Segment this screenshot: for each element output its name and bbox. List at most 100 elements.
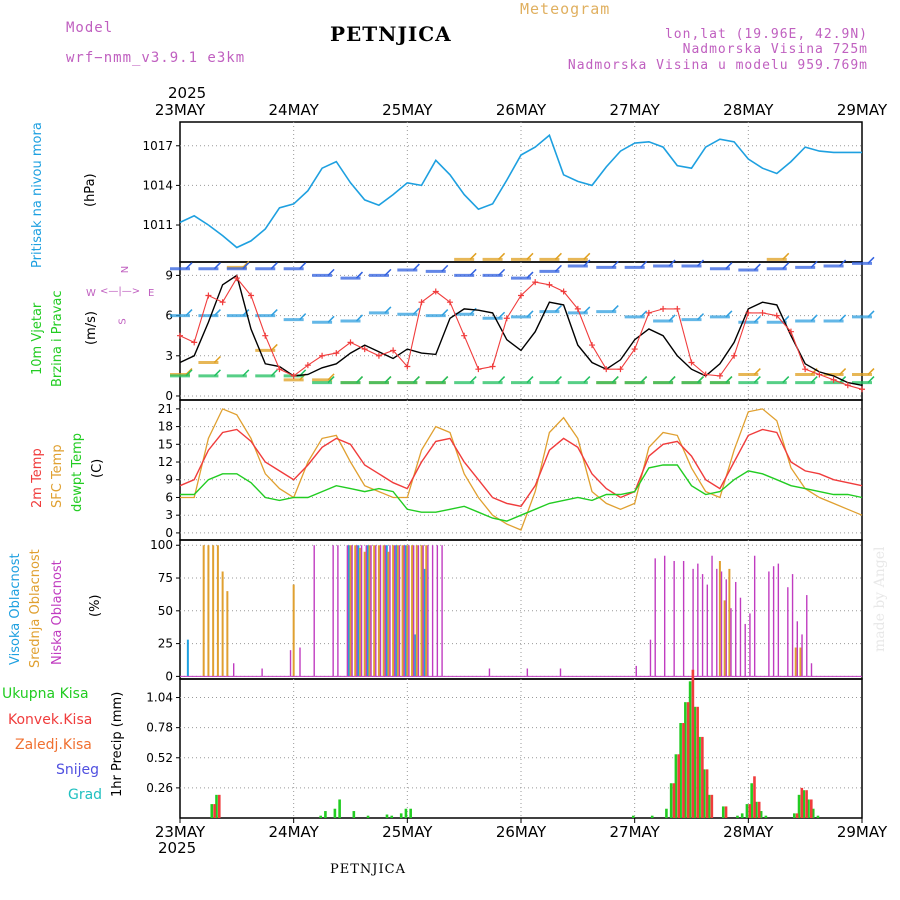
wind-vane-barb bbox=[213, 309, 221, 317]
wind-vane-barb bbox=[668, 376, 676, 384]
wind-vane-barb bbox=[554, 264, 562, 272]
wind-vane-barb bbox=[839, 368, 847, 376]
wind-vane-barb bbox=[810, 314, 818, 322]
pressure-ytick-label: 1017 bbox=[142, 139, 173, 153]
date-label-bottom: 28MAY bbox=[723, 823, 774, 841]
total-rain-bar bbox=[816, 815, 820, 818]
total-rain-bar bbox=[404, 808, 408, 818]
wind-vane-barb bbox=[640, 376, 648, 384]
wind-vane-barb bbox=[668, 314, 676, 322]
temp-ytick-label: 3 bbox=[165, 508, 173, 522]
wind-vane-barb bbox=[725, 310, 733, 318]
wind-gust-marker bbox=[390, 347, 397, 354]
total-rain-bar bbox=[385, 814, 389, 818]
wind-vane-barb bbox=[469, 376, 477, 384]
conv-rain-bar bbox=[805, 790, 808, 818]
wind-gust-marker bbox=[745, 309, 752, 316]
total-rain-bar bbox=[811, 808, 815, 818]
wind-vane-barb bbox=[782, 262, 790, 270]
wind-vane-barb bbox=[839, 314, 847, 322]
date-label-top: 27MAY bbox=[610, 101, 661, 119]
wind-vane-barb bbox=[299, 262, 307, 270]
total-rain-bar bbox=[390, 815, 394, 818]
wind-rose: N W <—|—> E S bbox=[86, 262, 156, 325]
wind-vane-barb bbox=[355, 271, 364, 279]
total-rain-bar bbox=[807, 799, 810, 818]
wind-rose-west: W bbox=[86, 288, 96, 299]
wind-vane-barb bbox=[441, 376, 449, 384]
wind-gust-marker bbox=[375, 352, 382, 359]
wind-gust-marker bbox=[674, 305, 681, 312]
total-rain-bar bbox=[707, 794, 711, 818]
cloud-ytick-label: 75 bbox=[158, 571, 173, 585]
wind-vane-barb bbox=[270, 262, 278, 270]
temp2m-line bbox=[179, 428, 863, 508]
temp-ytick-label: 6 bbox=[165, 490, 173, 504]
wind-vane-barb bbox=[469, 252, 477, 260]
wind-vane-barb bbox=[583, 306, 591, 314]
total-rain-bar bbox=[802, 790, 806, 818]
wind-vane-barb bbox=[867, 310, 875, 318]
wind-vane-barb bbox=[185, 262, 193, 270]
conv-rain-bar bbox=[682, 723, 685, 818]
wind-gust-marker bbox=[844, 382, 851, 389]
wind-gust-marker bbox=[688, 359, 695, 366]
wind-gust-marker bbox=[702, 371, 709, 378]
wind-vane-barb bbox=[441, 264, 449, 272]
wind-vane-barb bbox=[696, 376, 705, 384]
date-label-top: 23MAY bbox=[155, 101, 206, 119]
total-rain-bar bbox=[736, 815, 739, 818]
conv-rain-bar bbox=[691, 669, 695, 818]
conv-rain-bar bbox=[795, 813, 799, 818]
wind-vane-barb bbox=[327, 268, 335, 276]
conv-rain-bar bbox=[810, 799, 813, 818]
wind-vane-barb bbox=[867, 256, 875, 264]
wind-vane-barb bbox=[327, 373, 335, 381]
total-rain-bar bbox=[366, 815, 370, 818]
wind-gust-marker bbox=[489, 363, 496, 370]
total-rain-bar bbox=[750, 783, 753, 818]
wind-vane-barb bbox=[384, 376, 392, 384]
wind-vane-barb bbox=[469, 268, 477, 276]
total-rain-bar bbox=[684, 702, 687, 818]
wind-vane-barb bbox=[810, 260, 818, 268]
pressure-line bbox=[179, 133, 862, 249]
conv-rain-bar bbox=[686, 702, 690, 818]
conv-rain-bar bbox=[705, 769, 709, 818]
wind-band-w bbox=[170, 256, 875, 280]
wind-gust-marker bbox=[205, 292, 212, 299]
wind-gust-marker bbox=[404, 363, 411, 370]
wind-vane-barb bbox=[384, 306, 392, 314]
wind-vane-barb bbox=[412, 307, 420, 315]
wind-vane-barb bbox=[412, 376, 420, 384]
wind-vane-barb bbox=[583, 252, 591, 260]
wind-ytick-label: 9 bbox=[165, 268, 173, 282]
wind-gust-marker bbox=[773, 312, 780, 319]
wind-vane-barb bbox=[782, 376, 790, 384]
wind-vane-barb bbox=[696, 259, 705, 267]
wind-gust-marker bbox=[859, 386, 865, 393]
conv-rain-bar bbox=[748, 804, 752, 818]
total-rain-bar bbox=[669, 783, 673, 818]
conv-rain-bar bbox=[701, 736, 704, 818]
year-bottom: 2025 bbox=[158, 839, 197, 857]
wind-vane-barb bbox=[242, 309, 250, 317]
wind-gust-marker bbox=[219, 299, 226, 306]
legend-snow: Snijeg bbox=[56, 762, 100, 778]
wind-vane-barb bbox=[384, 268, 392, 276]
wind-vane-barb bbox=[554, 305, 562, 313]
total-rain-bar bbox=[693, 706, 697, 818]
total-rain-bar bbox=[721, 806, 725, 818]
wind-vane-barb bbox=[583, 376, 591, 384]
conv-rain-bar bbox=[217, 794, 221, 818]
pressure-ytick-label: 1011 bbox=[142, 218, 173, 232]
wind-vane-barb bbox=[498, 252, 506, 260]
temp-ytick-label: 18 bbox=[158, 420, 173, 434]
wind-gust-marker bbox=[574, 305, 581, 312]
wind-vane-barb bbox=[355, 314, 364, 322]
wind-gust-marker bbox=[532, 279, 539, 286]
wind-gust-marker bbox=[333, 350, 340, 357]
wind-vane-barb bbox=[185, 369, 193, 377]
precip-ytick-label: 0.26 bbox=[146, 781, 173, 795]
wind-vane-barb bbox=[498, 311, 506, 319]
